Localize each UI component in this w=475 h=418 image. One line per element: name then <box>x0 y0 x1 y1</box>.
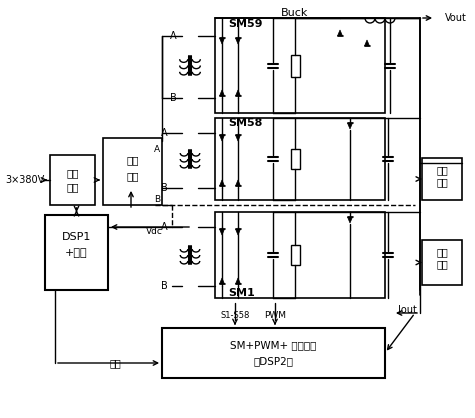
Polygon shape <box>219 135 225 141</box>
Bar <box>291 54 300 76</box>
Polygon shape <box>348 123 352 129</box>
Text: 3×380V: 3×380V <box>5 175 44 185</box>
Bar <box>422 158 462 200</box>
Text: B: B <box>161 281 168 291</box>
Text: B: B <box>170 93 177 103</box>
Text: Iout: Iout <box>398 305 417 315</box>
Polygon shape <box>219 90 225 96</box>
Text: 逆变: 逆变 <box>126 171 139 181</box>
Text: Vout: Vout <box>445 13 467 23</box>
Polygon shape <box>236 278 240 284</box>
Polygon shape <box>219 38 225 44</box>
Text: 通讯: 通讯 <box>109 358 121 368</box>
Text: 全桥: 全桥 <box>126 155 139 165</box>
Text: 滤波: 滤波 <box>66 182 79 192</box>
Polygon shape <box>338 30 342 36</box>
Text: SM59: SM59 <box>228 19 263 29</box>
Bar <box>103 138 162 205</box>
Text: B: B <box>161 183 168 193</box>
Text: PWM: PWM <box>264 311 286 321</box>
Text: DSP1: DSP1 <box>62 232 91 242</box>
Text: A: A <box>162 128 168 138</box>
Text: SM58: SM58 <box>228 118 262 128</box>
Text: A: A <box>154 145 160 155</box>
Bar <box>291 149 300 169</box>
Text: 电流: 电流 <box>436 247 448 257</box>
Bar <box>215 212 385 298</box>
Bar <box>291 245 300 265</box>
Text: SM+PWM+ 光纤驱动: SM+PWM+ 光纤驱动 <box>230 340 317 350</box>
Polygon shape <box>236 229 240 235</box>
Polygon shape <box>236 135 240 141</box>
Text: SM1: SM1 <box>228 288 255 298</box>
Text: （DSP2）: （DSP2） <box>254 356 294 366</box>
Text: +驱动: +驱动 <box>65 248 88 258</box>
Bar <box>422 240 462 285</box>
Bar <box>45 215 108 290</box>
Polygon shape <box>219 180 225 186</box>
Bar <box>215 118 385 200</box>
Text: S1-S58: S1-S58 <box>220 311 250 321</box>
Polygon shape <box>219 278 225 284</box>
Text: Buck: Buck <box>281 8 309 18</box>
Text: A: A <box>162 222 168 232</box>
Polygon shape <box>236 38 240 44</box>
Bar <box>50 155 95 205</box>
Text: B: B <box>154 196 160 204</box>
Bar <box>162 328 385 378</box>
Polygon shape <box>236 180 240 186</box>
Polygon shape <box>348 217 352 223</box>
Text: A: A <box>170 31 177 41</box>
Polygon shape <box>219 229 225 235</box>
Text: 取样: 取样 <box>436 177 448 187</box>
Text: 取样: 取样 <box>436 259 448 269</box>
Text: 整流: 整流 <box>66 168 79 178</box>
Polygon shape <box>364 40 370 46</box>
Polygon shape <box>236 90 240 96</box>
Text: Vdc: Vdc <box>146 227 163 237</box>
Bar <box>215 18 385 113</box>
Text: 电压: 电压 <box>436 165 448 175</box>
